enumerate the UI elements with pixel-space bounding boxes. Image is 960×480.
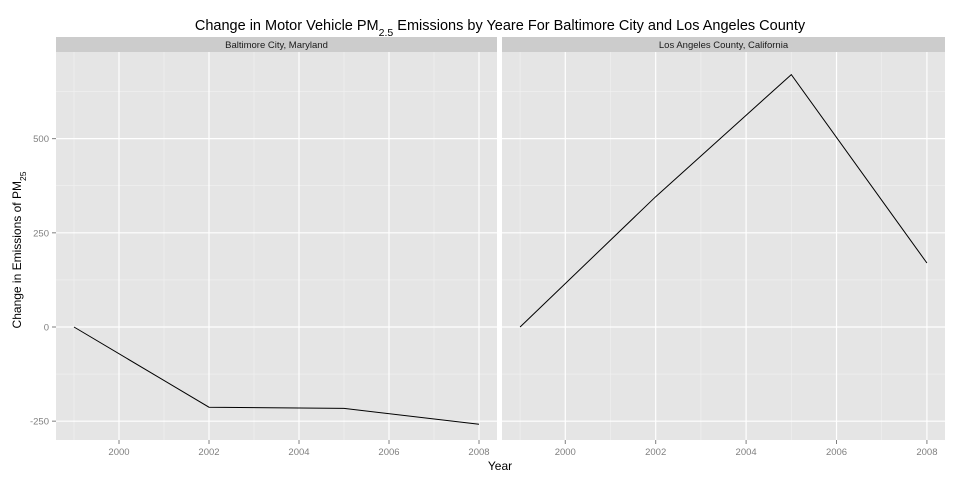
series-line xyxy=(73,326,480,425)
y-tick-label: 250 xyxy=(33,228,49,239)
x-tick-label: 2008 xyxy=(916,447,937,458)
facet-panel: Baltimore City, Maryland 2000 2002 2004 2006… xyxy=(56,37,497,458)
series-line xyxy=(519,73,928,328)
y-axis: -250 0 250 500 xyxy=(30,134,56,428)
y-axis-title-prefix: Change in Emissions of PM xyxy=(10,181,24,328)
y-tick-label: 500 xyxy=(33,134,49,145)
x-tick-label: 2006 xyxy=(826,447,847,458)
chart-title-suffix: Emissions by Yeare For Baltimore City an… xyxy=(393,18,806,34)
facet-strip xyxy=(56,37,497,52)
chart-title-subscript: 2.5 xyxy=(379,27,394,39)
facet-strip-label: Los Angeles County, California xyxy=(659,40,789,51)
facets-layer: Baltimore City, Maryland 2000 2002 2004 2006… xyxy=(56,37,945,458)
chart-title-prefix: Change in Motor Vehicle PM xyxy=(195,18,379,34)
x-tick-label: 2000 xyxy=(108,447,129,458)
y-tick-label: -250 xyxy=(30,417,49,428)
facet-strip-label: Baltimore City, Maryland xyxy=(225,40,328,51)
y-axis-title-subscript: 25 xyxy=(18,171,28,181)
chart-title: Change in Motor Vehicle PM2.5 Emissions … xyxy=(195,18,806,39)
x-tick-label: 2002 xyxy=(198,447,219,458)
facet-strip xyxy=(502,37,945,52)
x-tick-label: 2004 xyxy=(288,447,309,458)
x-tick-label: 2004 xyxy=(736,447,757,458)
x-tick-label: 2008 xyxy=(468,447,489,458)
x-tick-label: 2006 xyxy=(378,447,399,458)
x-tick-label: 2002 xyxy=(645,447,666,458)
x-tick-label: 2000 xyxy=(555,447,576,458)
y-tick-label: 0 xyxy=(44,322,49,333)
x-axis-title: Year xyxy=(488,459,512,473)
panel-background xyxy=(502,52,945,440)
facet-panel: Los Angeles County, California 2000 2002 20… xyxy=(502,37,945,458)
panel-background xyxy=(56,52,497,440)
y-axis-title: Change in Emissions of PM25 xyxy=(10,171,28,328)
